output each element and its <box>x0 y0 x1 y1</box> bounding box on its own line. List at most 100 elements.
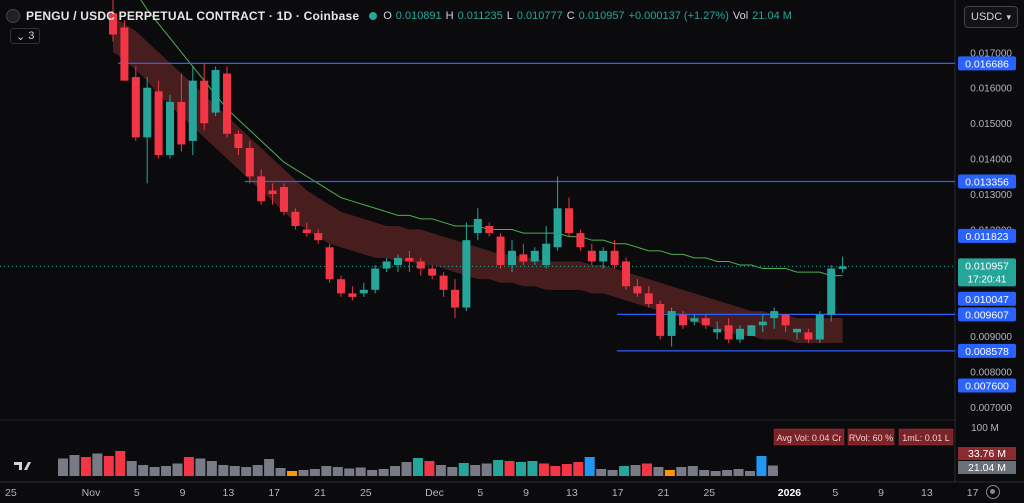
volume-bar[interactable] <box>527 461 538 476</box>
volume-bar[interactable] <box>378 469 389 476</box>
price-level-badge[interactable] <box>958 291 1016 306</box>
volume-bar[interactable] <box>710 471 721 476</box>
candle[interactable] <box>245 148 254 177</box>
volume-bar[interactable] <box>538 463 549 477</box>
candle[interactable] <box>542 243 551 265</box>
candle[interactable] <box>337 279 345 294</box>
volume-bar[interactable] <box>481 463 492 477</box>
candle[interactable] <box>382 261 391 269</box>
candle[interactable] <box>416 261 425 269</box>
price-level-badge[interactable] <box>958 378 1016 393</box>
candle[interactable] <box>508 250 516 265</box>
symbol-logo-icon[interactable] <box>6 9 20 23</box>
volume-bar[interactable] <box>218 465 229 476</box>
price-level-badge[interactable] <box>958 56 1016 71</box>
candle[interactable] <box>622 261 630 287</box>
candle[interactable] <box>587 250 596 262</box>
volume-bar[interactable] <box>355 467 366 477</box>
candle[interactable] <box>223 73 231 134</box>
candle[interactable] <box>701 318 710 326</box>
volume-bar[interactable] <box>630 465 641 476</box>
volume-bar[interactable] <box>241 467 252 476</box>
candle[interactable] <box>690 318 699 322</box>
candle[interactable] <box>359 289 368 294</box>
volume-bar[interactable] <box>584 457 595 476</box>
volume-bar[interactable] <box>653 467 664 476</box>
volume-bar[interactable] <box>447 467 458 476</box>
candle[interactable] <box>656 304 665 336</box>
candle[interactable] <box>747 325 756 336</box>
volume-bar[interactable] <box>309 469 320 476</box>
volume-bar[interactable] <box>458 463 469 476</box>
candle[interactable] <box>770 311 779 319</box>
candle[interactable] <box>302 229 311 234</box>
volume-bar[interactable] <box>756 456 767 476</box>
volume-bar[interactable] <box>252 465 263 476</box>
candle[interactable] <box>736 328 744 340</box>
candle[interactable] <box>394 257 402 265</box>
volume-bar[interactable] <box>412 458 423 476</box>
volume-bar[interactable] <box>332 467 343 476</box>
volume-bar[interactable] <box>80 457 91 476</box>
price-level-badge[interactable] <box>958 174 1016 189</box>
candle[interactable] <box>553 208 562 248</box>
volume-bar[interactable] <box>516 462 526 476</box>
volume-bar[interactable] <box>126 461 137 476</box>
volume-bar[interactable] <box>745 471 755 476</box>
volume-bar[interactable] <box>344 468 355 477</box>
volume-bar[interactable] <box>115 451 126 476</box>
volume-bar[interactable] <box>596 469 607 476</box>
candle[interactable] <box>496 236 505 265</box>
volume-bar[interactable] <box>183 457 194 476</box>
candle[interactable] <box>758 321 767 326</box>
volume-bar[interactable] <box>561 464 572 476</box>
volume-bar[interactable] <box>722 470 733 476</box>
price-level-badge[interactable] <box>958 343 1016 358</box>
candle[interactable] <box>291 211 300 226</box>
gear-icon[interactable] <box>986 485 1000 499</box>
candle[interactable] <box>679 314 687 326</box>
volume-bar[interactable] <box>287 471 297 476</box>
volume-bar[interactable] <box>641 463 652 477</box>
candle[interactable] <box>713 328 722 333</box>
volume-bar[interactable] <box>401 462 412 476</box>
candle[interactable] <box>473 218 482 234</box>
volume-bar[interactable] <box>619 466 630 476</box>
candle[interactable] <box>428 268 437 276</box>
volume-bar[interactable] <box>92 453 103 477</box>
candle[interactable] <box>405 257 414 262</box>
candle[interactable] <box>530 250 539 262</box>
candle[interactable] <box>462 240 471 308</box>
volume-bar[interactable] <box>733 469 744 476</box>
candle[interactable] <box>576 233 585 248</box>
candle[interactable] <box>109 13 117 35</box>
candle[interactable] <box>793 328 801 333</box>
candle[interactable] <box>234 133 243 148</box>
volume-bar[interactable] <box>573 462 584 476</box>
candle[interactable] <box>724 325 733 340</box>
price-level-badge[interactable] <box>958 307 1016 322</box>
volume-bar[interactable] <box>138 465 149 476</box>
symbol-title[interactable]: PENGU / USDC PERPETUAL CONTRACT · 1D · C… <box>26 9 360 23</box>
volume-bar[interactable] <box>206 461 217 476</box>
candle[interactable] <box>257 176 266 202</box>
volume-bar[interactable] <box>664 470 675 476</box>
candle[interactable] <box>485 226 494 234</box>
candle[interactable] <box>143 87 152 138</box>
candle[interactable] <box>838 266 847 269</box>
candle[interactable] <box>348 293 357 297</box>
volume-bar[interactable] <box>298 470 309 476</box>
candle[interactable] <box>188 80 197 141</box>
volume-bar[interactable] <box>767 465 778 477</box>
volume-bar[interactable] <box>264 459 275 476</box>
candle[interactable] <box>667 311 676 336</box>
volume-bar[interactable] <box>470 465 481 476</box>
currency-select[interactable]: USDC ▾ <box>964 6 1018 28</box>
candle[interactable] <box>815 314 824 340</box>
volume-bar[interactable] <box>149 467 160 476</box>
volume-bar[interactable] <box>321 466 332 476</box>
candle[interactable] <box>177 101 186 145</box>
volume-bar[interactable] <box>275 468 286 476</box>
candle[interactable] <box>280 187 288 212</box>
